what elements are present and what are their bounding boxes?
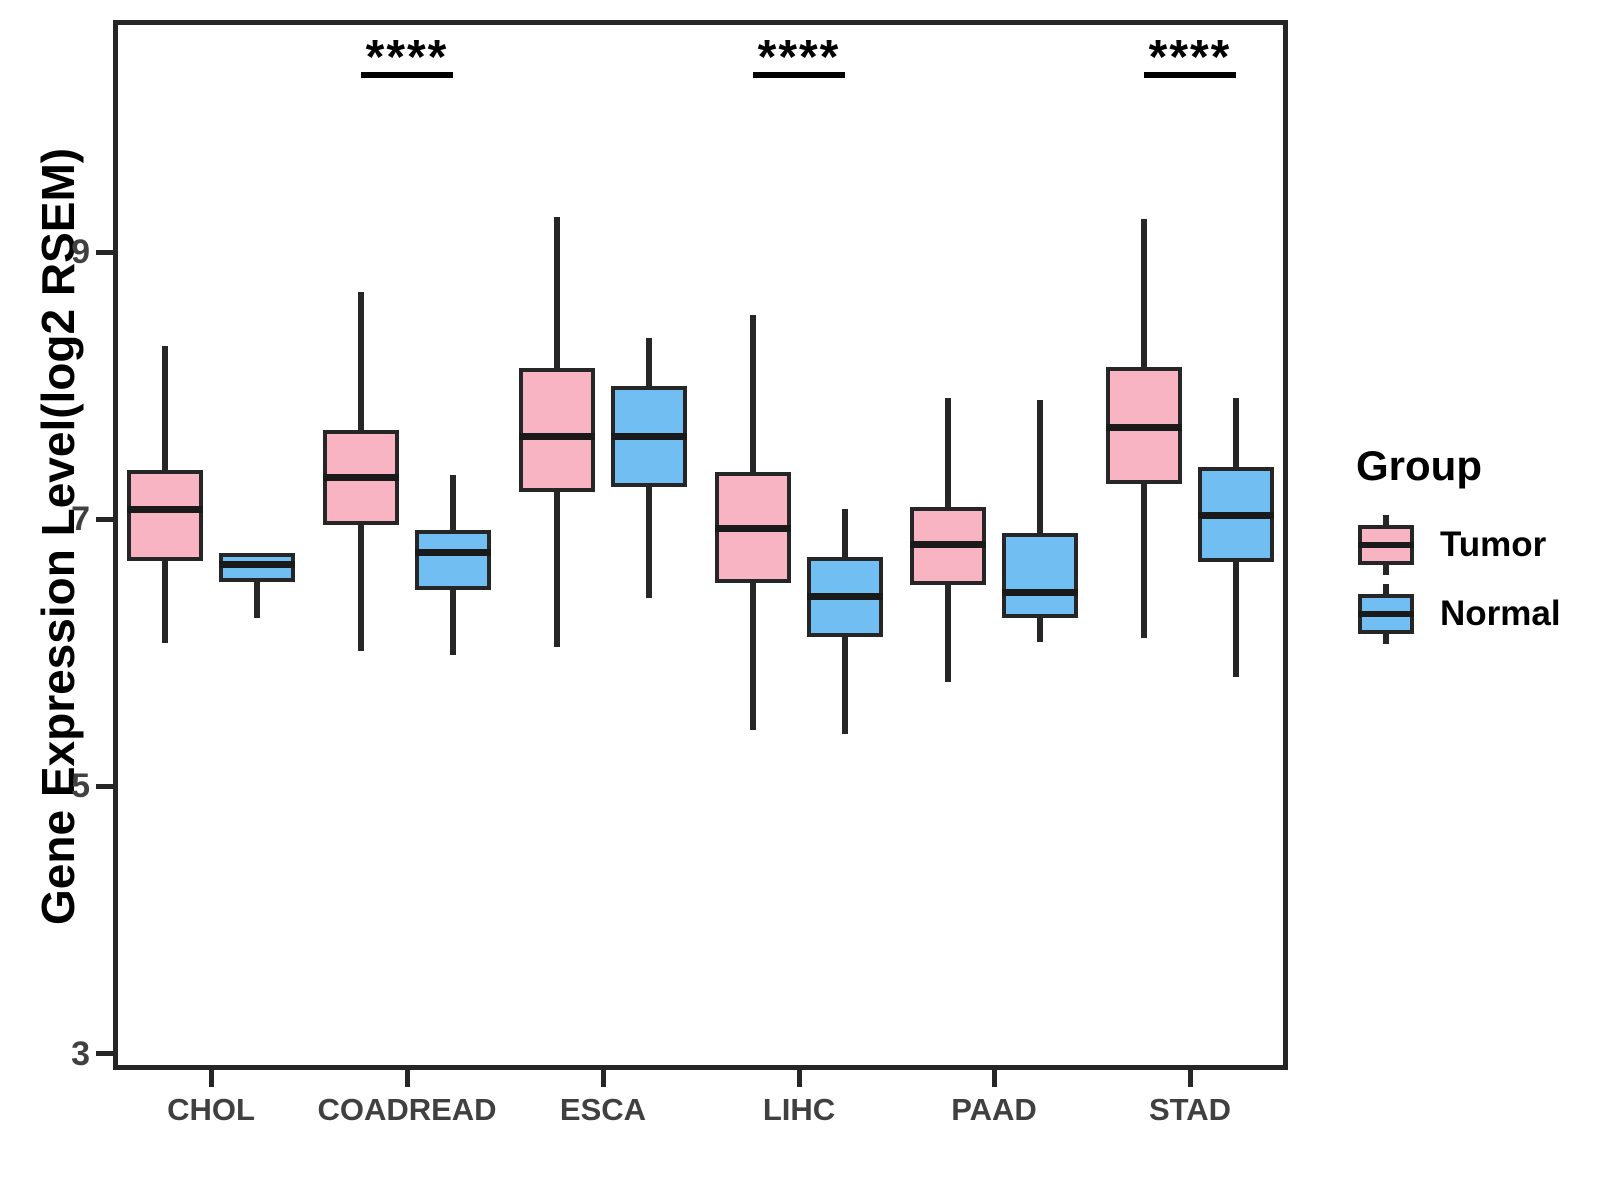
x-tick-mark (208, 1070, 214, 1087)
x-tick-mark (404, 1070, 410, 1087)
boxplot-key-icon (1356, 582, 1416, 646)
plot-panel (113, 20, 1288, 1070)
x-tick-mark (796, 1070, 802, 1087)
legend-label-normal: Normal (1440, 594, 1561, 633)
x-tick-mark (991, 1070, 997, 1087)
legend: Group Tumor Normal (1330, 442, 1590, 662)
legend-item-tumor: Tumor (1356, 513, 1590, 577)
x-tick-label: COADREAD (317, 1092, 497, 1127)
key-median (1358, 611, 1414, 617)
x-tick-label: CHOL (167, 1092, 255, 1127)
legend-title: Group (1356, 442, 1482, 489)
x-tick-mark (1187, 1070, 1193, 1087)
key-median (1358, 542, 1414, 548)
y-axis-title: Gene Expression Level(log2 RSEM) (32, 147, 84, 925)
y-tick-mark (96, 249, 113, 255)
y-tick-mark (96, 1051, 113, 1057)
x-tick-label: STAD (1148, 1092, 1232, 1127)
x-tick-mark (600, 1070, 606, 1087)
x-tick-label: PAAD (951, 1092, 1037, 1127)
y-tick-label: 3 (71, 1034, 90, 1073)
x-tick-label: LIHC (762, 1092, 836, 1127)
y-tick-mark (96, 516, 113, 522)
legend-label-tumor: Tumor (1440, 525, 1547, 564)
y-tick-mark (96, 783, 113, 789)
boxplot-key-icon (1356, 513, 1416, 577)
legend-item-normal: Normal (1356, 582, 1590, 646)
x-tick-label: ESCA (559, 1092, 647, 1127)
